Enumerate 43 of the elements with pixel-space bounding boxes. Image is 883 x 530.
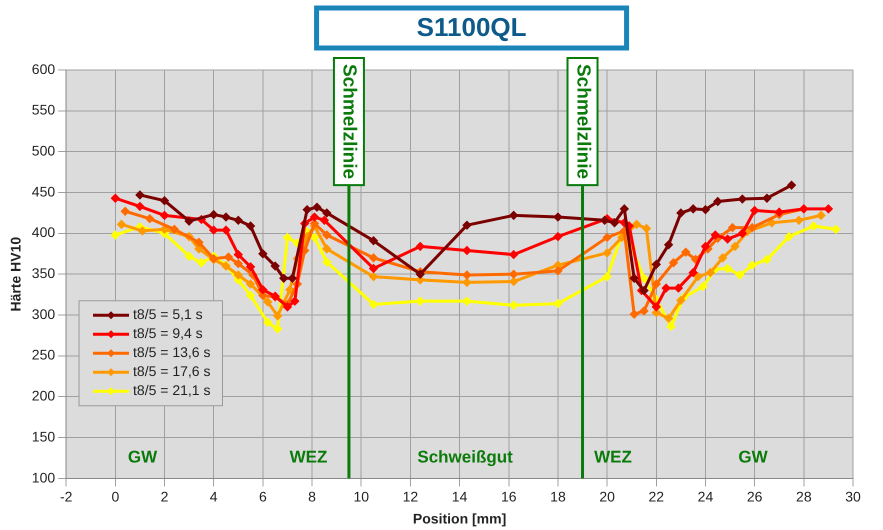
y-tick-label: 400 <box>32 224 56 240</box>
legend-label: t8/5 = 9,4 s <box>133 325 203 342</box>
y-tick-label: 300 <box>32 306 56 322</box>
x-tick-label: 16 <box>500 488 517 505</box>
x-tick-label: 8 <box>308 488 316 505</box>
x-tick-label: 4 <box>210 488 218 505</box>
x-tick-label: 2 <box>160 488 169 505</box>
x-tick-label: 10 <box>353 488 370 505</box>
legend-label: t8/5 = 13,6 s <box>133 344 210 360</box>
legend-label: t8/5 = 17,6 s <box>133 363 210 380</box>
ref-line-label: Schmelzlinie <box>338 64 360 180</box>
annotation: GW <box>128 448 158 467</box>
legend-label: t8/5 = 5,1 s <box>133 306 203 322</box>
ref-line-label: Schmelzlinie <box>572 64 594 180</box>
y-tick-label: 250 <box>32 346 56 363</box>
annotation: Schweißgut <box>417 448 514 467</box>
x-tick-label: -2 <box>60 488 73 505</box>
x-tick-label: 22 <box>648 488 664 505</box>
y-tick-label: 150 <box>32 428 56 444</box>
y-tick-label: 550 <box>32 102 56 118</box>
y-tick-label: 450 <box>32 183 56 200</box>
x-tick-label: 14 <box>452 488 468 505</box>
x-tick-label: 24 <box>698 488 714 505</box>
y-tick-label: 350 <box>32 265 56 282</box>
y-tick-label: 500 <box>32 142 56 159</box>
chart-title: S1100QL <box>416 12 527 42</box>
y-tick-label: 200 <box>32 388 56 404</box>
x-tick-label: 26 <box>746 488 763 505</box>
x-tick-label: 0 <box>111 488 120 505</box>
legend-label: t8/5 = 21,1 s <box>133 382 210 398</box>
x-axis-title: Position [mm] <box>412 510 506 526</box>
annotation: WEZ <box>594 448 632 467</box>
x-tick-label: 6 <box>258 488 267 505</box>
x-tick-label: 12 <box>402 488 418 505</box>
annotation: GW <box>738 448 769 467</box>
annotation: WEZ <box>290 448 328 467</box>
y-tick-label: 600 <box>32 60 56 77</box>
x-tick-label: 30 <box>845 488 861 505</box>
y-tick-label: 100 <box>32 469 56 486</box>
x-tick-label: 18 <box>550 488 566 505</box>
y-axis-title: Härte HV10 <box>7 236 24 312</box>
x-tick-label: 28 <box>796 488 812 505</box>
x-tick-label: 20 <box>599 488 616 505</box>
